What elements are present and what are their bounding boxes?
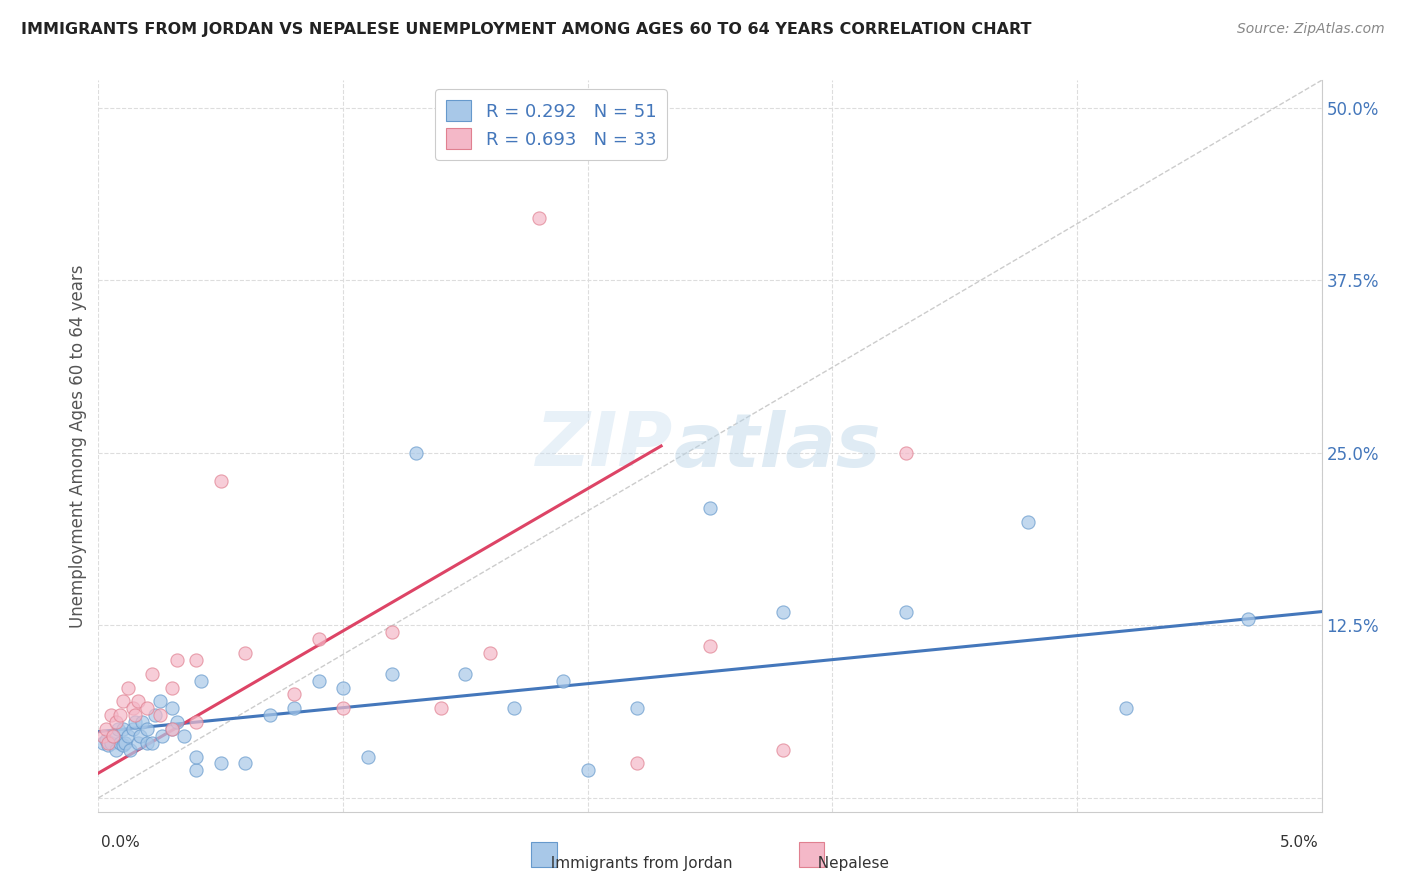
Point [209,756,232,771]
Point [699,639,721,653]
Point [160,701,183,715]
Point [259,708,281,723]
Point [131,714,153,729]
Point [160,722,183,736]
Text: Nepalese: Nepalese [808,856,890,871]
Point [111,739,134,753]
Text: Source: ZipAtlas.com: Source: ZipAtlas.com [1237,22,1385,37]
Point [233,646,256,660]
Point [478,646,501,660]
Point [114,736,136,750]
Point [104,714,127,729]
Point [136,736,159,750]
Bar [531,842,557,867]
Point [121,701,143,715]
Point [186,653,208,667]
Point [120,742,142,756]
Point [527,211,550,226]
Point [97,736,120,750]
Text: 0.0%: 0.0% [101,836,141,850]
Point [454,666,477,681]
Text: atlas: atlas [673,409,880,483]
Point [136,722,159,736]
Point [381,625,404,640]
Point [94,733,117,747]
Point [136,701,159,715]
Point [160,681,183,695]
Text: Immigrants from Jordan: Immigrants from Jordan [541,856,733,871]
Point [332,681,354,695]
Point [121,722,143,736]
Point [149,708,172,723]
Point [107,722,129,736]
Point [160,722,183,736]
Point [405,446,427,460]
Point [101,729,124,743]
Point [1237,611,1260,625]
Point [894,446,917,460]
Point [233,756,256,771]
Point [772,742,794,756]
Point [100,708,122,723]
Point [110,708,132,723]
Point [117,729,139,743]
Text: 5.0%: 5.0% [1279,836,1319,850]
Point [127,736,149,750]
Text: IMMIGRANTS FROM JORDAN VS NEPALESE UNEMPLOYMENT AMONG AGES 60 TO 64 YEARS CORREL: IMMIGRANTS FROM JORDAN VS NEPALESE UNEMP… [21,22,1032,37]
Point [699,501,721,516]
Legend: R = 0.292   N = 51, R = 0.693   N = 33: R = 0.292 N = 51, R = 0.693 N = 33 [434,89,666,160]
Point [186,749,208,764]
Point [190,673,212,688]
Point [111,694,134,708]
Point [143,708,166,723]
Point [91,736,114,750]
Point [308,673,330,688]
Point [381,666,404,681]
Point [772,605,794,619]
Point [149,694,172,708]
Point [110,736,132,750]
Point [150,729,173,743]
Point [104,742,127,756]
Point [129,729,152,743]
Point [91,729,114,743]
Point [127,694,149,708]
Point [117,681,139,695]
Point [894,605,917,619]
Point [356,749,378,764]
Point [141,666,163,681]
Point [1017,515,1039,529]
Point [626,701,648,715]
Point [94,722,117,736]
Point [173,729,195,743]
Text: ZIP: ZIP [536,409,673,483]
Y-axis label: Unemployment Among Ages 60 to 64 years: Unemployment Among Ages 60 to 64 years [69,264,87,628]
Point [186,764,208,778]
Point [1115,701,1137,715]
Point [186,714,208,729]
Point [626,756,648,771]
Point [166,653,188,667]
Point [101,729,124,743]
Point [209,474,232,488]
Point [576,764,599,778]
Point [124,714,146,729]
Point [283,687,305,701]
Point [97,739,120,753]
Point [141,736,163,750]
Point [283,701,305,715]
Point [308,632,330,647]
Point [166,714,188,729]
Point [430,701,453,715]
Bar [799,842,824,867]
Point [553,673,575,688]
Point [111,722,134,736]
Point [100,736,122,750]
Point [503,701,526,715]
Point [124,708,146,723]
Point [332,701,354,715]
